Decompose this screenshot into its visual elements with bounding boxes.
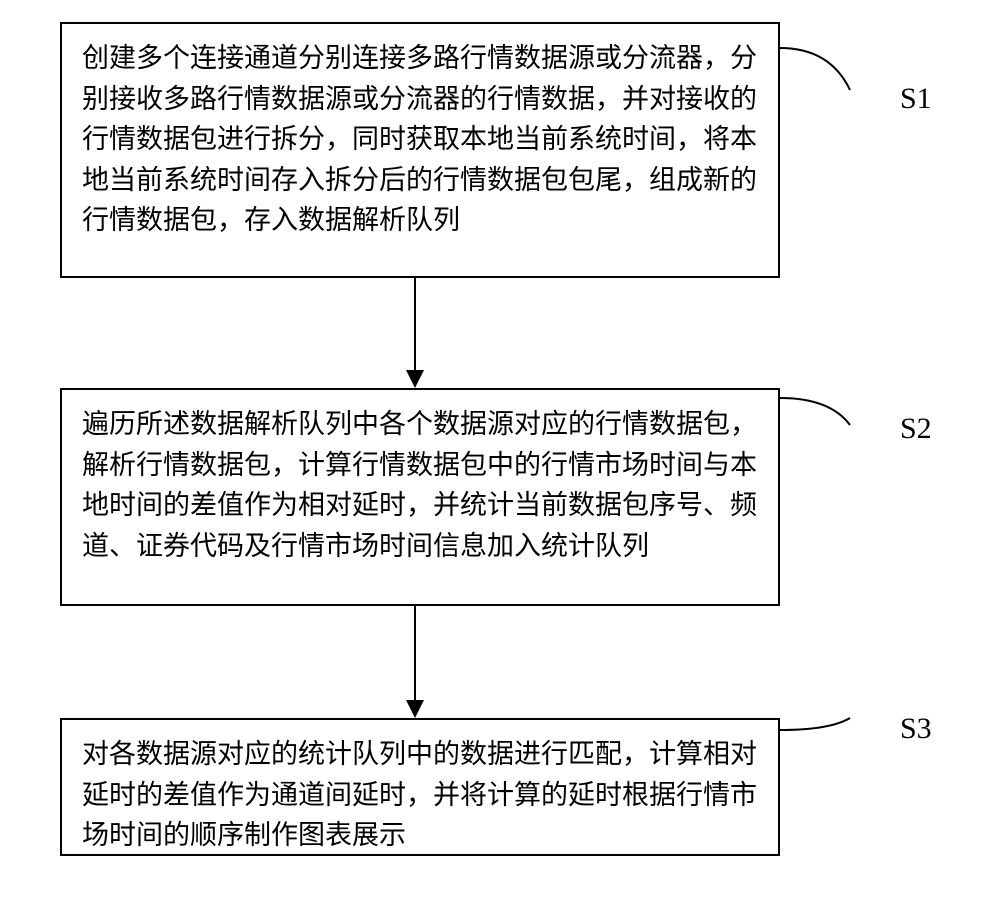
label-curve-s3 xyxy=(780,700,900,750)
step-box-s2: 遍历所述数据解析队列中各个数据源对应的行情数据包，解析行情数据包，计算行情数据包… xyxy=(60,388,780,606)
step-label-s3: S3 xyxy=(900,712,932,746)
connector-s1-s2 xyxy=(414,278,416,370)
step-box-s1: 创建多个连接通道分别连接多路行情数据源或分流器，分别接收多路行情数据源或分流器的… xyxy=(60,22,780,278)
step-box-s3: 对各数据源对应的统计队列中的数据进行匹配，计算相对延时的差值作为通道间延时，并将… xyxy=(60,718,780,856)
step-text-s3: 对各数据源对应的统计队列中的数据进行匹配，计算相对延时的差值作为通道间延时，并将… xyxy=(82,739,757,850)
step-text-s2: 遍历所述数据解析队列中各个数据源对应的行情数据包，解析行情数据包，计算行情数据包… xyxy=(82,409,757,561)
arrowhead-s1-s2 xyxy=(406,370,424,388)
label-curve-s1 xyxy=(780,40,900,120)
step-label-s1: S1 xyxy=(900,82,932,116)
connector-s2-s3 xyxy=(414,606,416,700)
step-label-s2: S2 xyxy=(900,412,932,446)
label-curve-s2 xyxy=(780,390,900,450)
flowchart-container: 创建多个连接通道分别连接多路行情数据源或分流器，分别接收多路行情数据源或分流器的… xyxy=(0,0,1000,906)
arrowhead-s2-s3 xyxy=(406,700,424,718)
step-text-s1: 创建多个连接通道分别连接多路行情数据源或分流器，分别接收多路行情数据源或分流器的… xyxy=(82,43,757,235)
